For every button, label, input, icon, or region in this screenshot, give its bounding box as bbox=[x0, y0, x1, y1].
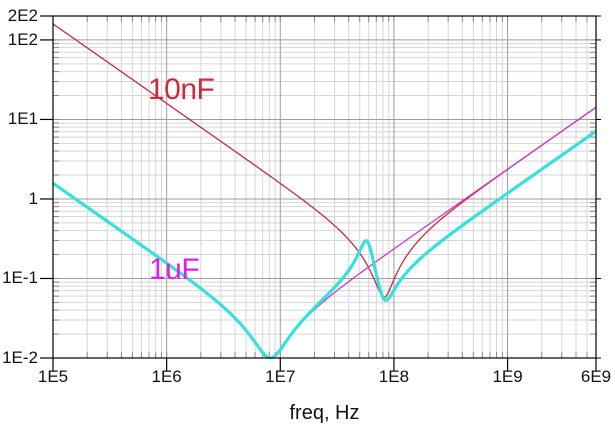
y-tick-label: 1E-2 bbox=[2, 348, 38, 367]
curve-combined bbox=[53, 129, 596, 359]
y-tick-label: 1E-1 bbox=[2, 268, 38, 288]
x-tick-label: 6E9 bbox=[580, 367, 612, 386]
x-tick-label: 1E6 bbox=[151, 367, 182, 386]
y-tick-label: 1 bbox=[28, 188, 38, 208]
curve-label-1uf: 1uF bbox=[149, 253, 200, 286]
x-tick-label: 1E5 bbox=[37, 367, 69, 386]
y-tick-label: 1E2 bbox=[7, 29, 38, 49]
y-tick-label: 1E1 bbox=[7, 109, 38, 129]
y-tick-label: 2E2 bbox=[7, 6, 38, 25]
x-tick-label: 1E8 bbox=[378, 367, 410, 386]
x-axis-title: freq, Hz bbox=[289, 402, 360, 424]
plot-frame bbox=[52, 15, 597, 359]
curve-label-10nf: 10nF bbox=[148, 73, 215, 106]
x-tick-label: 1E9 bbox=[492, 367, 523, 386]
x-tick-label: 1E7 bbox=[265, 367, 296, 386]
